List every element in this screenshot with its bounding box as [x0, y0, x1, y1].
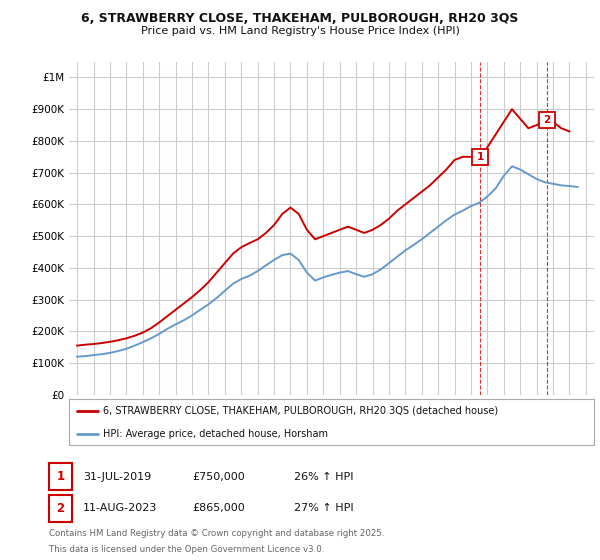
Text: £750,000: £750,000: [192, 472, 245, 482]
Text: 2: 2: [543, 115, 550, 125]
Text: This data is licensed under the Open Government Licence v3.0.: This data is licensed under the Open Gov…: [49, 545, 325, 554]
Text: 27% ↑ HPI: 27% ↑ HPI: [294, 503, 353, 514]
Text: 1: 1: [477, 152, 484, 162]
Text: 6, STRAWBERRY CLOSE, THAKEHAM, PULBOROUGH, RH20 3QS: 6, STRAWBERRY CLOSE, THAKEHAM, PULBOROUG…: [82, 12, 518, 25]
Text: 26% ↑ HPI: 26% ↑ HPI: [294, 472, 353, 482]
Text: 1: 1: [56, 470, 65, 483]
Text: 6, STRAWBERRY CLOSE, THAKEHAM, PULBOROUGH, RH20 3QS (detached house): 6, STRAWBERRY CLOSE, THAKEHAM, PULBOROUG…: [103, 406, 498, 416]
Text: 31-JUL-2019: 31-JUL-2019: [83, 472, 151, 482]
Text: Price paid vs. HM Land Registry's House Price Index (HPI): Price paid vs. HM Land Registry's House …: [140, 26, 460, 36]
Text: £865,000: £865,000: [192, 503, 245, 514]
Text: HPI: Average price, detached house, Horsham: HPI: Average price, detached house, Hors…: [103, 429, 328, 438]
Text: 11-AUG-2023: 11-AUG-2023: [83, 503, 157, 514]
Text: 2: 2: [56, 502, 65, 515]
Text: Contains HM Land Registry data © Crown copyright and database right 2025.: Contains HM Land Registry data © Crown c…: [49, 529, 385, 538]
